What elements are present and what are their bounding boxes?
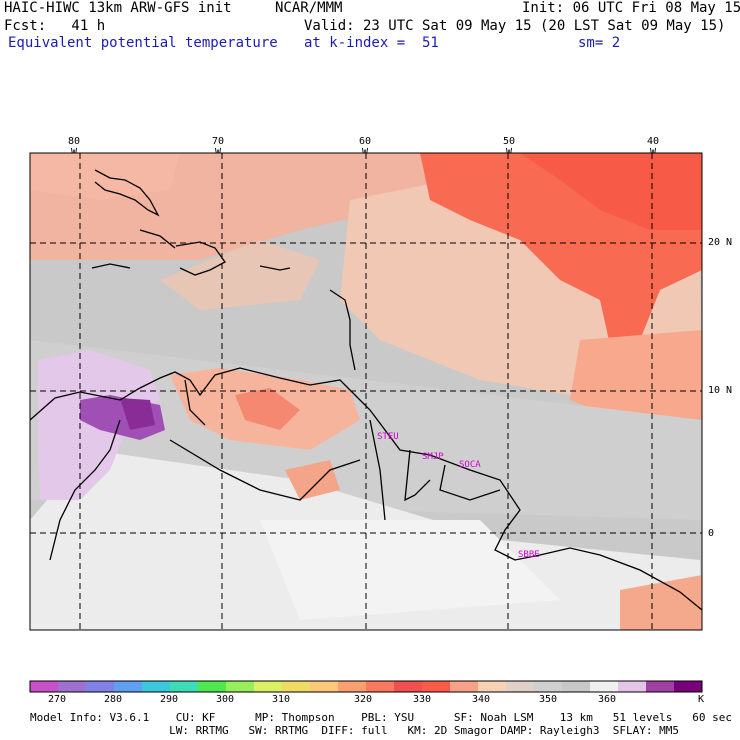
map-title: HAIC-HIWC 13km ARW-GFS init	[4, 0, 232, 16]
station-sbbe: SBBE	[518, 550, 540, 560]
colorbar-swatch	[30, 681, 59, 692]
colorbar-swatch	[450, 681, 479, 692]
cbar-tick-350: 350	[539, 694, 558, 705]
level-index: at k-index = 51	[304, 35, 439, 51]
cbar-unit: K	[698, 694, 705, 705]
cbar-tick-330: 330	[413, 694, 432, 705]
cbar-tick-280: 280	[104, 694, 123, 705]
colorbar-swatch	[590, 681, 619, 692]
cbar-tick-360: 360	[598, 694, 617, 705]
colorbar-swatch	[646, 681, 675, 692]
colorbar-swatch	[422, 681, 451, 692]
cbar-tick-320: 320	[354, 694, 373, 705]
model-info-line1: Model Info: V3.6.1 CU: KF MP: Thompson P…	[30, 711, 732, 724]
field-name: Equivalent potential temperature	[8, 35, 278, 51]
map-frame	[29, 152, 703, 631]
colorbar-swatch	[674, 681, 703, 692]
colorbar-swatch	[198, 681, 227, 692]
colorbar-swatch	[338, 681, 367, 692]
model-info-line2: LW: RRTMG SW: RRTMG DIFF: full KM: 2D Sm…	[30, 724, 680, 737]
colorbar-swatch	[170, 681, 199, 692]
lat-label-0: 0	[708, 528, 715, 539]
colorbar-swatch	[534, 681, 563, 692]
colorbar-swatch	[310, 681, 339, 692]
lat-label-20n: 20 N	[708, 237, 733, 248]
station-soca: SOCA	[459, 460, 481, 470]
colorbar-swatch	[58, 681, 87, 692]
smoothing: sm= 2	[578, 35, 621, 51]
cbar-tick-300: 300	[216, 694, 235, 705]
colorbar-swatch	[142, 681, 171, 692]
colorbar-swatch	[282, 681, 311, 692]
colorbar-swatch	[562, 681, 591, 692]
lat-lon-grid	[30, 153, 702, 630]
coastlines	[30, 169, 702, 611]
colorbar-swatch	[618, 681, 647, 692]
colorbar-swatch	[86, 681, 115, 692]
valid-time: Valid: 23 UTC Sat 09 May 15 (20 LST Sat …	[304, 18, 726, 34]
station-steu: STEU	[377, 432, 399, 442]
colorbar-border	[29, 680, 703, 693]
cbar-tick-290: 290	[160, 694, 179, 705]
organization: NCAR/MMM	[275, 0, 343, 16]
cbar-tick-310: 310	[272, 694, 291, 705]
station-smjp: SMJP	[422, 452, 444, 462]
colorbar-swatch	[114, 681, 143, 692]
colorbar-swatch	[394, 681, 423, 692]
colorbar-swatch	[226, 681, 255, 692]
colorbar-swatch	[366, 681, 395, 692]
colorbar-swatch	[506, 681, 535, 692]
cbar-tick-340: 340	[472, 694, 491, 705]
colorbar	[29, 680, 703, 693]
colorbar-swatch	[478, 681, 507, 692]
cbar-tick-270: 270	[48, 694, 67, 705]
colorbar-swatch	[254, 681, 283, 692]
init-time: Init: 06 UTC Fri 08 May 15	[522, 0, 740, 16]
lat-label-10n: 10 N	[708, 385, 733, 396]
forecast-hour: Fcst: 41 h	[4, 18, 106, 34]
